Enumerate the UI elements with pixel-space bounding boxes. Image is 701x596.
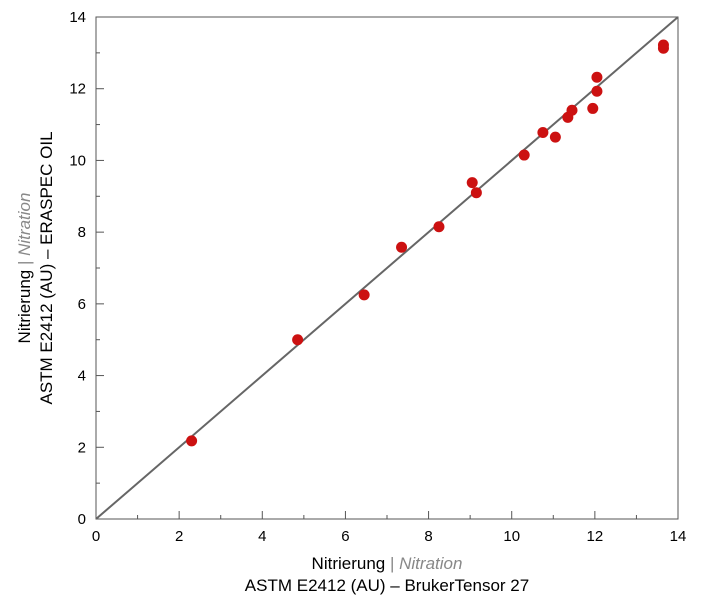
data-point: [591, 85, 603, 97]
reference-line: [95, 16, 679, 520]
x-axis-label-line2: ASTM E2412 (AU) – BrukerTensor 27: [245, 576, 529, 595]
data-point: [657, 39, 669, 51]
y-tick-label: 10: [69, 152, 86, 169]
x-tick-label: 12: [587, 528, 604, 545]
x-axis-label-line1: Nitrierung | Nitration: [312, 554, 463, 573]
y-tick-label: 12: [69, 81, 86, 98]
axis-ticks: [95, 16, 679, 520]
y-tick-label: 0: [78, 511, 86, 528]
data-points: [186, 39, 669, 447]
data-point: [292, 334, 304, 346]
data-point: [537, 126, 549, 138]
y-tick-label: 4: [78, 368, 86, 385]
data-point: [518, 149, 530, 161]
data-point: [433, 221, 445, 233]
data-point: [466, 177, 478, 189]
y-tick-label: 14: [69, 9, 86, 26]
data-point: [396, 241, 408, 253]
y-tick-labels: 0 2 4 6 8 10 12 14: [69, 9, 86, 528]
x-tick-label: 8: [424, 528, 432, 545]
y-tick-label: 8: [78, 224, 86, 241]
y-tick-label: 2: [78, 439, 86, 456]
data-point: [587, 102, 599, 114]
x-tick-label: 2: [175, 528, 183, 545]
x-tick-label: 14: [670, 528, 687, 545]
x-tick-label: 0: [92, 528, 100, 545]
data-point: [186, 435, 198, 447]
data-point: [566, 104, 578, 116]
y-axis-label-line2: ASTM E2412 (AU) – ERASPEC OIL: [37, 131, 56, 404]
data-point: [470, 187, 482, 199]
data-point: [358, 289, 370, 301]
data-point: [591, 71, 603, 83]
y-axis-label-line1: Nitrierung | Nitration: [15, 193, 34, 344]
y-tick-label: 6: [78, 296, 86, 313]
x-tick-label: 6: [341, 528, 349, 545]
x-tick-label: 4: [258, 528, 266, 545]
x-tick-label: 10: [503, 528, 520, 545]
data-point: [549, 131, 561, 143]
x-tick-labels: 0 2 4 6 8 10 12 14: [92, 528, 687, 545]
